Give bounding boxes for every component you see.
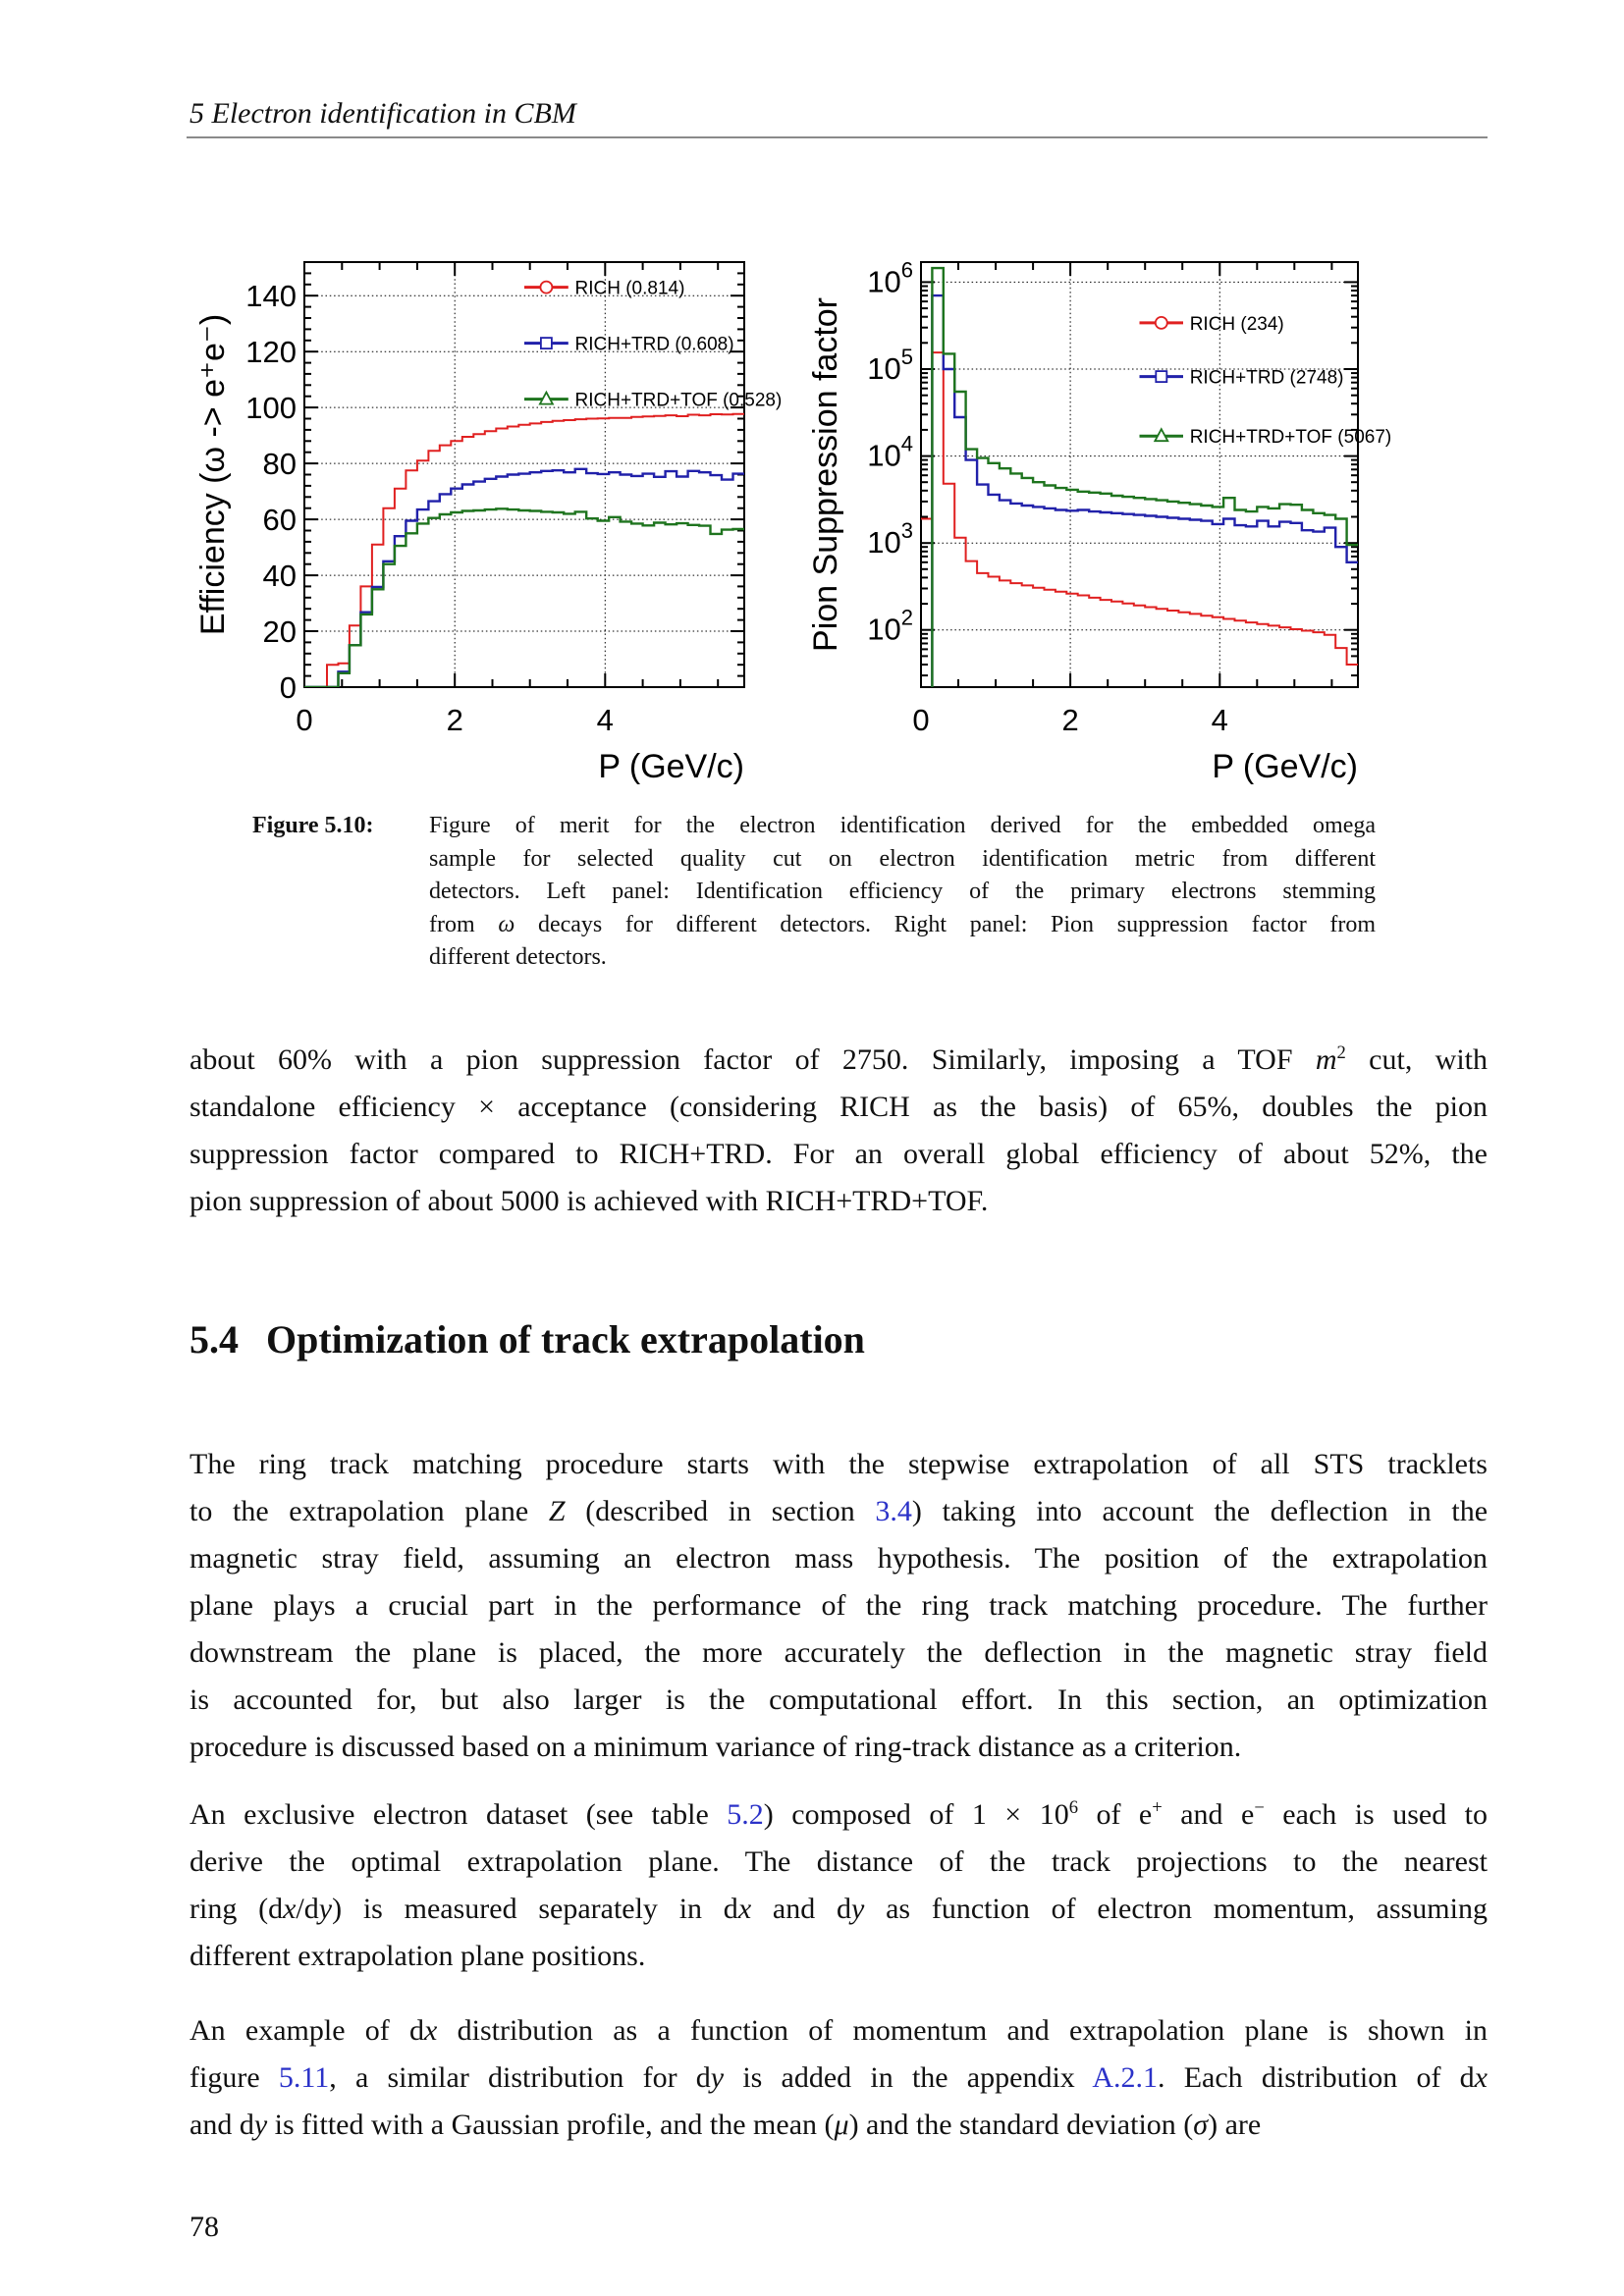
text-line: An example of dx distribution as a funct… (189, 2014, 1488, 2047)
svg-text:Pion Suppression factor: Pion Suppression factor (807, 297, 844, 652)
figure-caption-text: Figure of merit for the electron identif… (429, 810, 1376, 975)
section-number: 5.4 (189, 1317, 239, 1362)
text-line: to the extrapolation plane Z (described … (189, 1495, 1489, 1527)
svg-text:2: 2 (447, 703, 463, 737)
text-line: about 60% with a pion suppression factor… (189, 1042, 1488, 1076)
svg-text:106: 106 (867, 257, 913, 298)
text-line: downstream the plane is placed, the more… (189, 1636, 1488, 1669)
pion-suppression-chart: 0 2 4 102 103 104 105 106 P (GeV/c) Pion Suppress… (807, 257, 1392, 785)
paragraph-1: about 60% with a pion suppression factor… (189, 1037, 1488, 1225)
text-line: ring (dx/dy) is measured separately in d… (189, 1893, 1488, 1925)
svg-text:80: 80 (263, 447, 297, 481)
text-line: suppression factor compared to RICH+TRD.… (189, 1138, 1488, 1170)
figure-caption-label: Figure 5.10: (252, 813, 374, 838)
svg-text:104: 104 (867, 432, 913, 473)
ref-link[interactable]: A.2.1 (1092, 2061, 1159, 2094)
svg-text:0: 0 (296, 703, 312, 737)
svg-text:20: 20 (263, 614, 297, 649)
svg-text:RICH+TRD+TOF (5067): RICH+TRD+TOF (5067) (1190, 427, 1392, 448)
svg-text:105: 105 (867, 345, 913, 386)
text-line: plane plays a crucial part in the perfor… (189, 1589, 1488, 1622)
text-line: different detectors. (429, 944, 607, 970)
svg-text:2: 2 (1061, 703, 1078, 737)
svg-text:4: 4 (1212, 703, 1228, 737)
svg-text:102: 102 (867, 606, 913, 647)
svg-text:RICH+TRD (2748): RICH+TRD (2748) (1190, 368, 1344, 389)
text-line: derive the optimal extrapolation plane. … (189, 1845, 1488, 1878)
svg-text:0: 0 (912, 703, 929, 737)
text-line: procedure is discussed based on a minimu… (189, 1731, 1242, 1763)
svg-text:RICH (0.814): RICH (0.814) (575, 279, 685, 299)
paragraph-2: The ring track matching procedure starts… (189, 1441, 1488, 1771)
text-line: An exclusive electron dataset (see table… (189, 1797, 1488, 1831)
svg-text:RICH+TRD+TOF (0.528): RICH+TRD+TOF (0.528) (575, 391, 783, 411)
svg-text:4: 4 (597, 703, 614, 737)
paragraph-3: An exclusive electron dataset (see table… (189, 1791, 1488, 1980)
ref-link[interactable]: 3.4 (875, 1495, 912, 1527)
text-line: detectors. Left panel: Identification ef… (429, 879, 1376, 904)
svg-text:140: 140 (245, 279, 297, 313)
text-line: different extrapolation plane positions. (189, 1940, 646, 1972)
text-line: figure 5.11, a similar distribution for … (189, 2061, 1488, 2094)
text-line: from ω decays for different detectors. R… (429, 911, 1377, 937)
svg-text:RICH+TRD (0.608): RICH+TRD (0.608) (575, 335, 734, 355)
svg-text:100: 100 (245, 391, 297, 425)
svg-text:P (GeV/c): P (GeV/c) (598, 748, 744, 785)
svg-text:103: 103 (867, 518, 913, 560)
figure-caption: Figure 5.10: Figure of merit for the ele… (252, 810, 1381, 975)
svg-text:40: 40 (263, 559, 297, 593)
header-rule (187, 136, 1488, 138)
ref-link[interactable]: 5.2 (727, 1798, 764, 1831)
section-title: Optimization of track extrapolation (266, 1317, 865, 1362)
text-line: Figure of merit for the electron identif… (429, 813, 1376, 838)
text-line: standalone efficiency × acceptance (cons… (189, 1091, 1488, 1123)
text-line: magnetic stray field, assuming an electr… (189, 1542, 1488, 1575)
running-header: 5 Electron identification in CBM (189, 97, 576, 130)
text-line: is accounted for, but also larger is the… (189, 1683, 1488, 1716)
ref-link[interactable]: 5.11 (278, 2061, 330, 2094)
section-heading: 5.4 Optimization of track extrapolation (189, 1316, 865, 1362)
text-line: and dy is fitted with a Gaussian profile… (189, 2109, 1262, 2141)
svg-text:RICH (234): RICH (234) (1190, 314, 1284, 335)
svg-text:0: 0 (280, 670, 297, 705)
text-line: pion suppression of about 5000 is achiev… (189, 1185, 989, 1217)
svg-text:120: 120 (245, 335, 297, 369)
svg-text:P (GeV/c): P (GeV/c) (1212, 748, 1358, 785)
svg-text:Efficiency (ω -> e⁺e⁻): Efficiency (ω -> e⁺e⁻) (194, 314, 232, 635)
svg-text:60: 60 (263, 503, 297, 537)
page-number: 78 (189, 2211, 219, 2243)
text-line: sample for selected quality cut on elect… (429, 845, 1376, 872)
text-line: The ring track matching procedure starts… (189, 1448, 1488, 1480)
paragraph-4: An example of dx distribution as a funct… (189, 2007, 1488, 2149)
